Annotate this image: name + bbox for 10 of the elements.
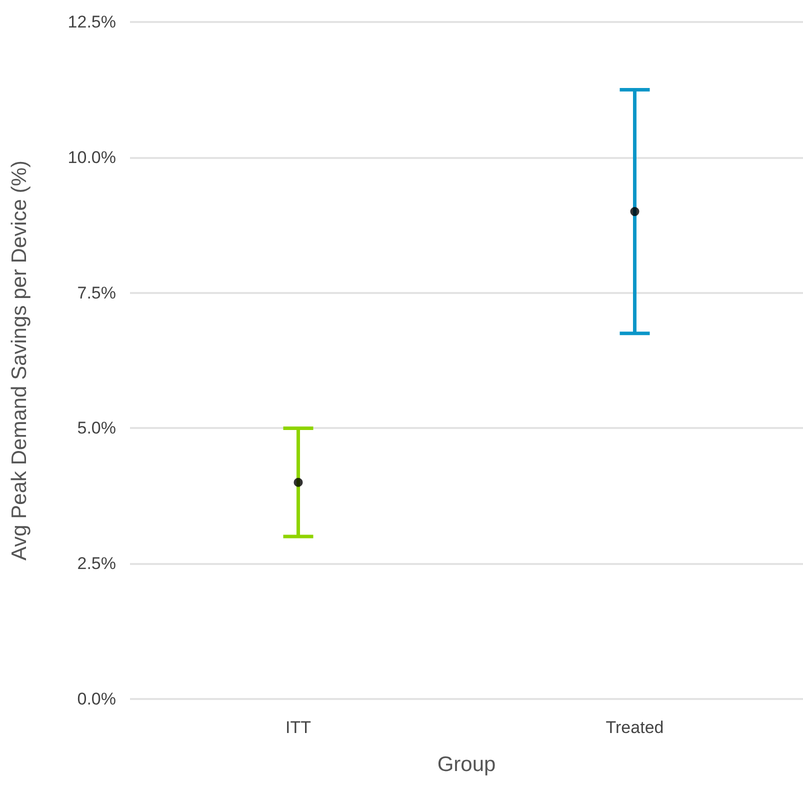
- y-tick-label: 5.0%: [77, 418, 116, 438]
- x-axis-title: Group: [437, 753, 496, 776]
- x-tick-label: ITT: [286, 718, 311, 737]
- y-tick-label: 10.0%: [68, 148, 116, 167]
- y-tick-label: 0.0%: [77, 690, 116, 708]
- y-tick-label: 7.5%: [77, 283, 116, 302]
- y-axis-title: Avg Peak Demand Savings per Device (%): [8, 160, 31, 560]
- x-tick-label: Treated: [606, 718, 664, 737]
- y-tick-label: 2.5%: [77, 554, 116, 574]
- y-tick-label: 12.5%: [68, 12, 116, 32]
